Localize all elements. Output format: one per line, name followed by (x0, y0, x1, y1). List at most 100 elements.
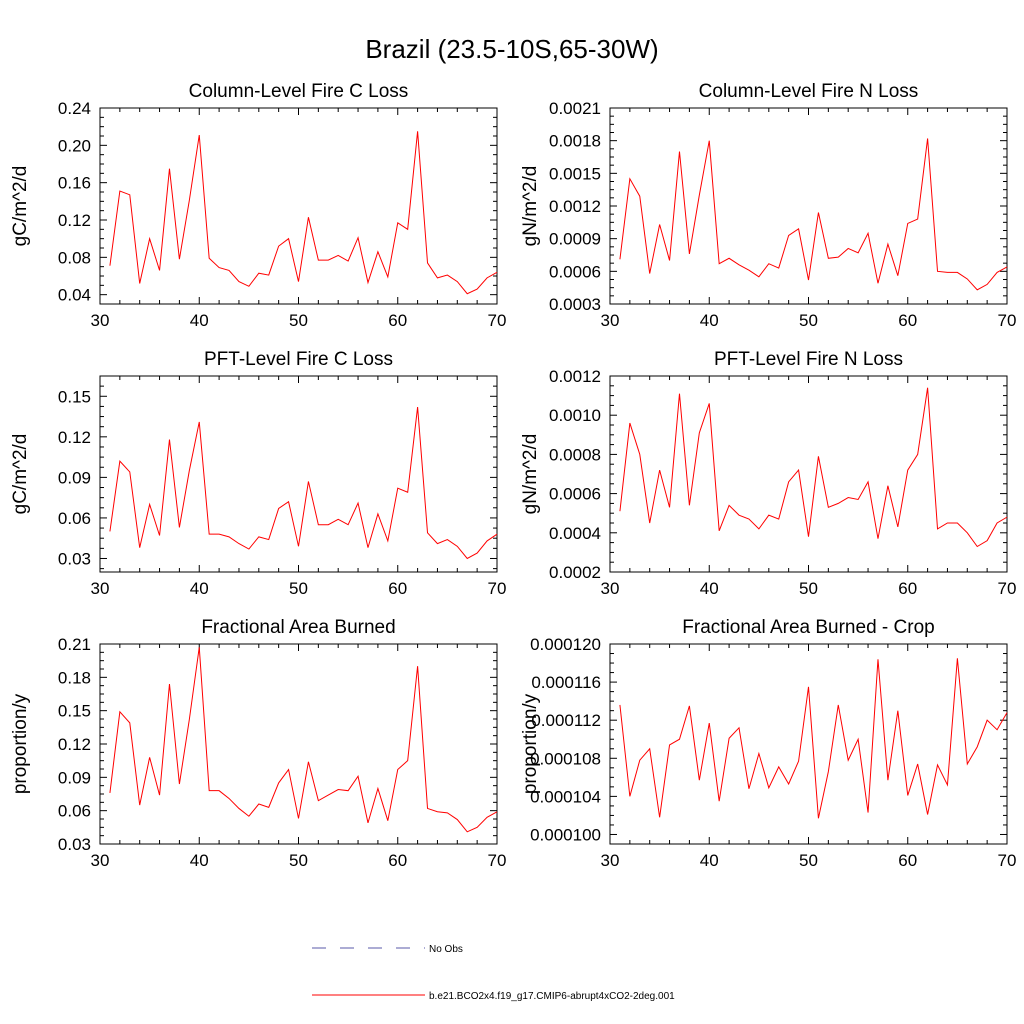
x-tick-label: 50 (799, 311, 818, 330)
x-tick-label: 60 (388, 851, 407, 870)
x-tick-label: 40 (190, 311, 209, 330)
y-tick-label: 0.04 (58, 286, 91, 305)
y-tick-label: 0.0015 (549, 164, 601, 183)
x-tick-label: 50 (289, 311, 308, 330)
x-tick-label: 40 (700, 851, 719, 870)
y-tick-label: 0.0003 (549, 295, 601, 314)
chart-panel: 30 40 50 60 70 0.03 0.06 0.09 0.12 0.15 0.18 0.21 Fr… (10, 617, 506, 870)
y-tick-label: 0.09 (58, 468, 91, 487)
y-tick-label: 0.18 (58, 668, 91, 687)
x-tick-label: 30 (91, 851, 110, 870)
x-tick-label: 50 (799, 579, 818, 598)
x-tick-label: 40 (700, 311, 719, 330)
y-axis-label: proportion/y (10, 693, 31, 794)
plot-frame (609, 643, 1008, 845)
y-tick-label: 0.0012 (549, 197, 601, 216)
x-tick-label: 30 (91, 579, 110, 598)
y-tick-label: 0.0010 (549, 406, 601, 425)
chart-panels: 30 40 50 60 70 0.04 0.08 0.12 0.16 0.20 0.24 Column… (10, 81, 1016, 870)
x-tick-label: 70 (488, 851, 507, 870)
y-tick-label: 0.000104 (530, 787, 601, 806)
panel-title: PFT-Level Fire N Loss (714, 349, 903, 370)
y-tick-label: 0.06 (58, 509, 91, 528)
plot-frame (99, 375, 498, 573)
y-tick-label: 0.0006 (549, 485, 601, 504)
y-tick-label: 0.24 (58, 99, 91, 118)
series-line (619, 658, 1008, 819)
series-line (619, 138, 1008, 291)
panel-title: Column-Level Fire N Loss (699, 81, 919, 102)
x-tick-label: 60 (388, 311, 407, 330)
x-tick-label: 70 (998, 851, 1017, 870)
figure-title: Brazil (23.5-10S,65-30W) (365, 34, 658, 64)
x-tick-label: 30 (91, 311, 110, 330)
y-tick-label: 0.0009 (549, 230, 601, 249)
y-tick-label: 0.21 (58, 635, 91, 654)
chart-panel: 30 40 50 60 70 0.04 0.08 0.12 0.16 0.20 0.24 Column… (10, 81, 506, 330)
y-tick-label: 0.0008 (549, 445, 601, 464)
y-tick-label: 0.03 (58, 549, 91, 568)
y-axis-label: gN/m^2/d (520, 434, 541, 515)
x-tick-label: 60 (898, 311, 917, 330)
y-axis-label: proportion/y (520, 693, 541, 794)
x-tick-label: 40 (700, 579, 719, 598)
x-tick-label: 70 (998, 579, 1017, 598)
y-tick-label: 0.12 (58, 735, 91, 754)
series-line (109, 647, 498, 833)
chart-panel: 30 40 50 60 70 0.0003 0.0006 0.0009 0.0012 0.0015… (520, 81, 1016, 330)
y-tick-label: 0.000108 (530, 749, 601, 768)
y-tick-label: 0.12 (58, 428, 91, 447)
y-axis-label: gC/m^2/d (10, 434, 31, 515)
y-tick-label: 0.15 (58, 702, 91, 721)
y-tick-label: 0.09 (58, 768, 91, 787)
chart-panel: 30 40 50 60 70 0.03 0.06 0.09 0.12 0.15 PFT-Level … (10, 349, 506, 598)
y-tick-label: 0.15 (58, 387, 91, 406)
x-tick-label: 60 (898, 851, 917, 870)
y-tick-label: 0.0006 (549, 262, 601, 281)
x-tick-label: 30 (601, 579, 620, 598)
x-tick-label: 60 (388, 579, 407, 598)
x-tick-label: 30 (601, 311, 620, 330)
y-tick-label: 0.08 (58, 248, 91, 267)
y-tick-label: 0.16 (58, 174, 91, 193)
y-axis-label: gN/m^2/d (520, 166, 541, 247)
y-tick-label: 0.12 (58, 211, 91, 230)
panel-title: Fractional Area Burned (201, 617, 395, 638)
y-tick-label: 0.20 (58, 136, 91, 155)
series-line (619, 387, 1008, 548)
legend-obs-label: No Obs (429, 944, 463, 955)
x-tick-label: 50 (289, 851, 308, 870)
x-tick-label: 70 (488, 311, 507, 330)
y-tick-label: 0.000120 (530, 635, 601, 654)
y-tick-label: 0.000100 (530, 825, 601, 844)
y-tick-label: 0.0021 (549, 99, 601, 118)
plot-frame (609, 107, 1008, 305)
plot-frame (99, 107, 498, 305)
y-axis-label: gC/m^2/d (10, 166, 31, 247)
panel-title: PFT-Level Fire C Loss (204, 349, 393, 370)
y-tick-label: 0.0018 (549, 132, 601, 151)
y-tick-label: 0.0004 (549, 524, 601, 543)
legend: No Obs b.e21.BCO2x4.f19_g17.CMIP6-abrupt… (312, 944, 675, 1002)
panel-title: Column-Level Fire C Loss (189, 81, 409, 102)
plot-frame (99, 643, 498, 845)
x-tick-label: 40 (190, 851, 209, 870)
series-line (109, 407, 498, 560)
chart-panel: 30 40 50 60 70 0.000100 0.000104 0.000108 0.0001… (520, 617, 1016, 870)
y-tick-label: 0.0012 (549, 367, 601, 386)
panel-title: Fractional Area Burned - Crop (682, 617, 934, 638)
x-tick-label: 60 (898, 579, 917, 598)
y-tick-label: 0.03 (58, 835, 91, 854)
x-tick-label: 70 (998, 311, 1017, 330)
legend-model-label: b.e21.BCO2x4.f19_g17.CMIP6-abrupt4xCO2-2… (429, 991, 675, 1002)
y-tick-label: 0.000116 (531, 673, 601, 692)
y-tick-label: 0.06 (58, 802, 91, 821)
y-tick-label: 0.000112 (531, 711, 601, 730)
x-tick-label: 30 (601, 851, 620, 870)
series-line (109, 131, 498, 295)
chart-panel: 30 40 50 60 70 0.0002 0.0004 0.0006 0.0008 0.0010… (520, 349, 1016, 598)
x-tick-label: 50 (799, 851, 818, 870)
x-tick-label: 40 (190, 579, 209, 598)
y-tick-label: 0.0002 (549, 563, 601, 582)
